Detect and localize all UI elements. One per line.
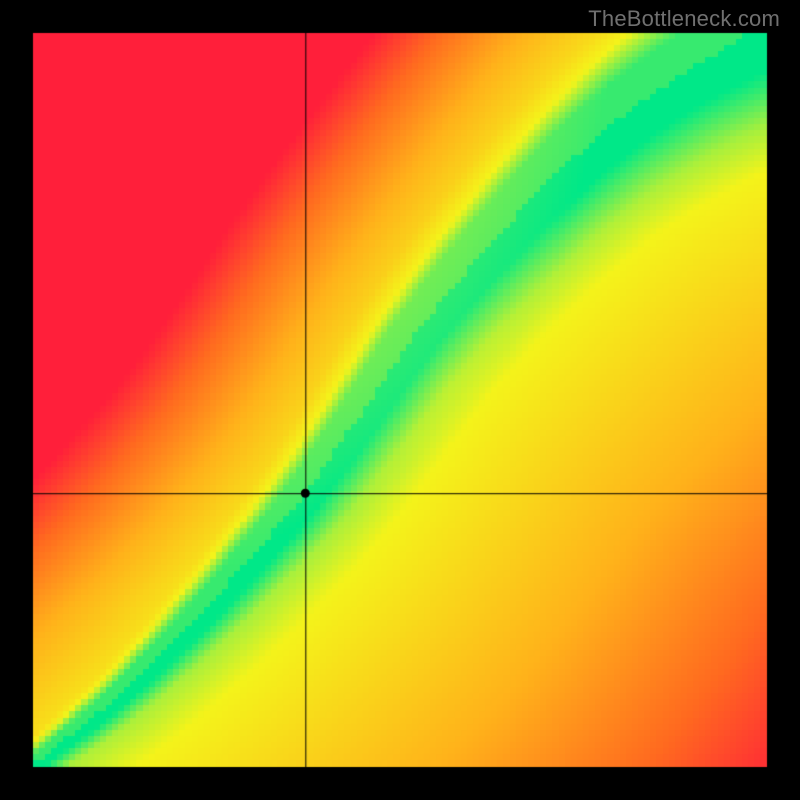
chart-container: TheBottleneck.com [0, 0, 800, 800]
bottleneck-heatmap [0, 0, 800, 800]
watermark-text: TheBottleneck.com [588, 6, 780, 32]
